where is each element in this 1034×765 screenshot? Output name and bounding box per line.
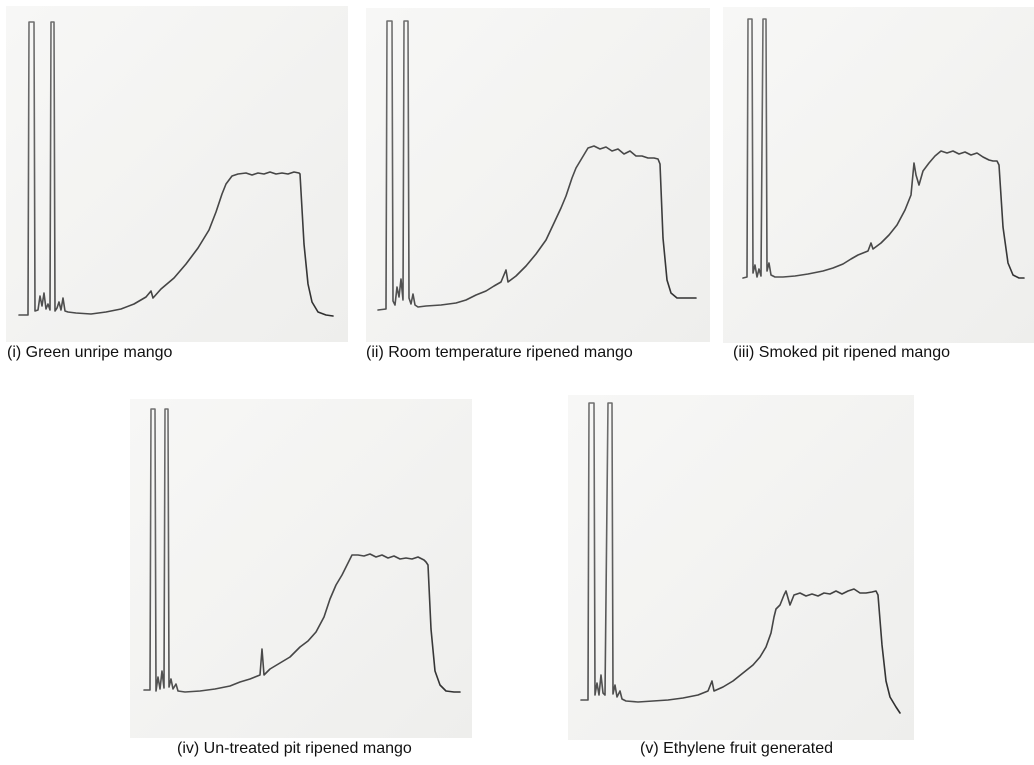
panel-caption-i: (i) Green unripe mango: [7, 344, 173, 361]
chromatogram-panel-ii: [366, 8, 710, 342]
chromatogram-trace-ii: [377, 20, 697, 311]
chromatogram-panel-iv: [130, 399, 472, 738]
chromatogram-trace-iv: [143, 408, 461, 693]
chromatogram-panel-i: [6, 6, 348, 342]
panel-caption-ii: (ii) Room temperature ripened mango: [366, 344, 633, 361]
chromatogram-panel-v: [568, 395, 914, 740]
chromatogram-trace-iii: [742, 18, 1025, 279]
panel-caption-iv: (iv) Un-treated pit ripened mango: [177, 740, 412, 757]
panel-caption-v: (v) Ethylene fruit generated: [640, 740, 833, 757]
panel-caption-iii: (iii) Smoked pit ripened mango: [733, 344, 950, 361]
chromatogram-panel-iii: [723, 7, 1034, 343]
chromatogram-trace-v: [580, 402, 901, 714]
chromatogram-trace-i: [18, 21, 334, 317]
